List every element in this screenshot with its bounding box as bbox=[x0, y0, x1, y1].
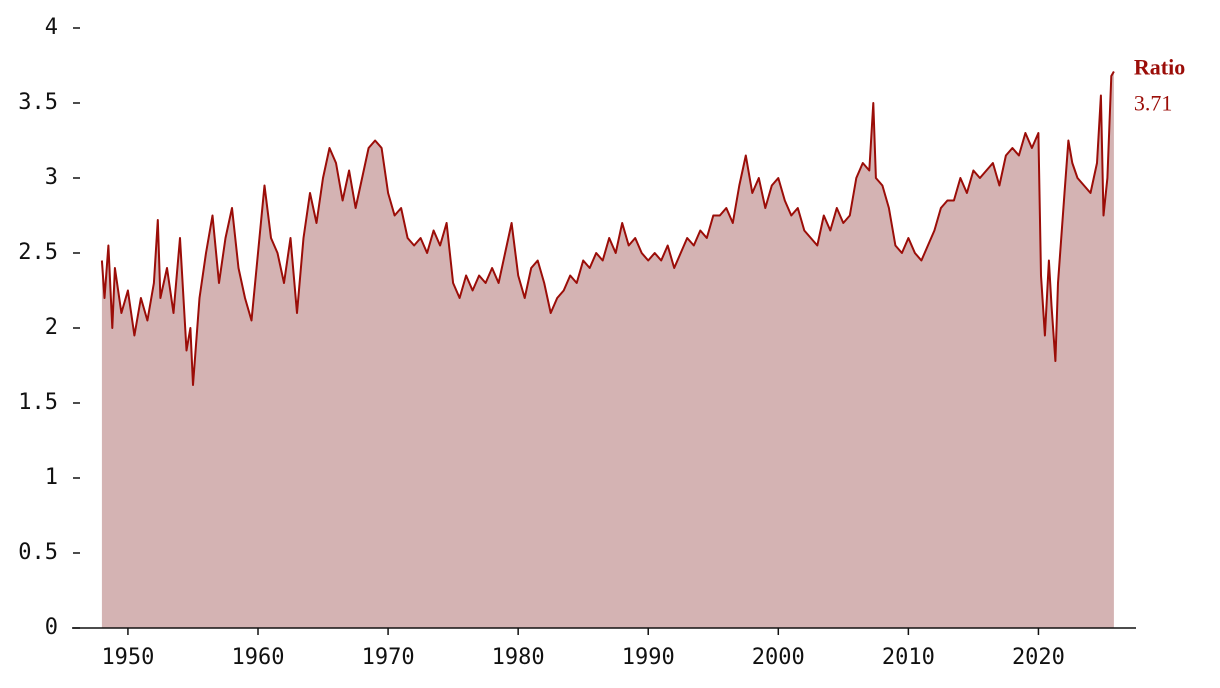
y-tick-label: 3 bbox=[45, 165, 58, 190]
x-tick-label: 1980 bbox=[492, 645, 545, 670]
x-tick-label: 2020 bbox=[1012, 645, 1065, 670]
end-value-label: 3.71 bbox=[1134, 91, 1173, 116]
series-label: Ratio bbox=[1134, 55, 1185, 80]
y-tick-label: 2 bbox=[45, 315, 58, 340]
x-tick-label: 1960 bbox=[232, 645, 285, 670]
y-tick-label: 3.5 bbox=[18, 90, 58, 115]
y-tick-label: 0 bbox=[45, 615, 58, 640]
x-tick-label: 2010 bbox=[882, 645, 935, 670]
x-tick-label: 1990 bbox=[622, 645, 675, 670]
line bbox=[100, 70, 1115, 386]
x-tick-label: 2000 bbox=[752, 645, 805, 670]
y-tick-label: 1 bbox=[45, 465, 58, 490]
y-tick-label: 1.5 bbox=[18, 390, 58, 415]
area bbox=[101, 71, 1114, 628]
y-tick-label: 4 bbox=[45, 15, 58, 40]
y-tick-label: 2.5 bbox=[18, 240, 58, 265]
x-tick-label: 1970 bbox=[362, 645, 415, 670]
y-tick-label: 0.5 bbox=[18, 540, 58, 565]
x-tick-label: 1950 bbox=[101, 645, 154, 670]
